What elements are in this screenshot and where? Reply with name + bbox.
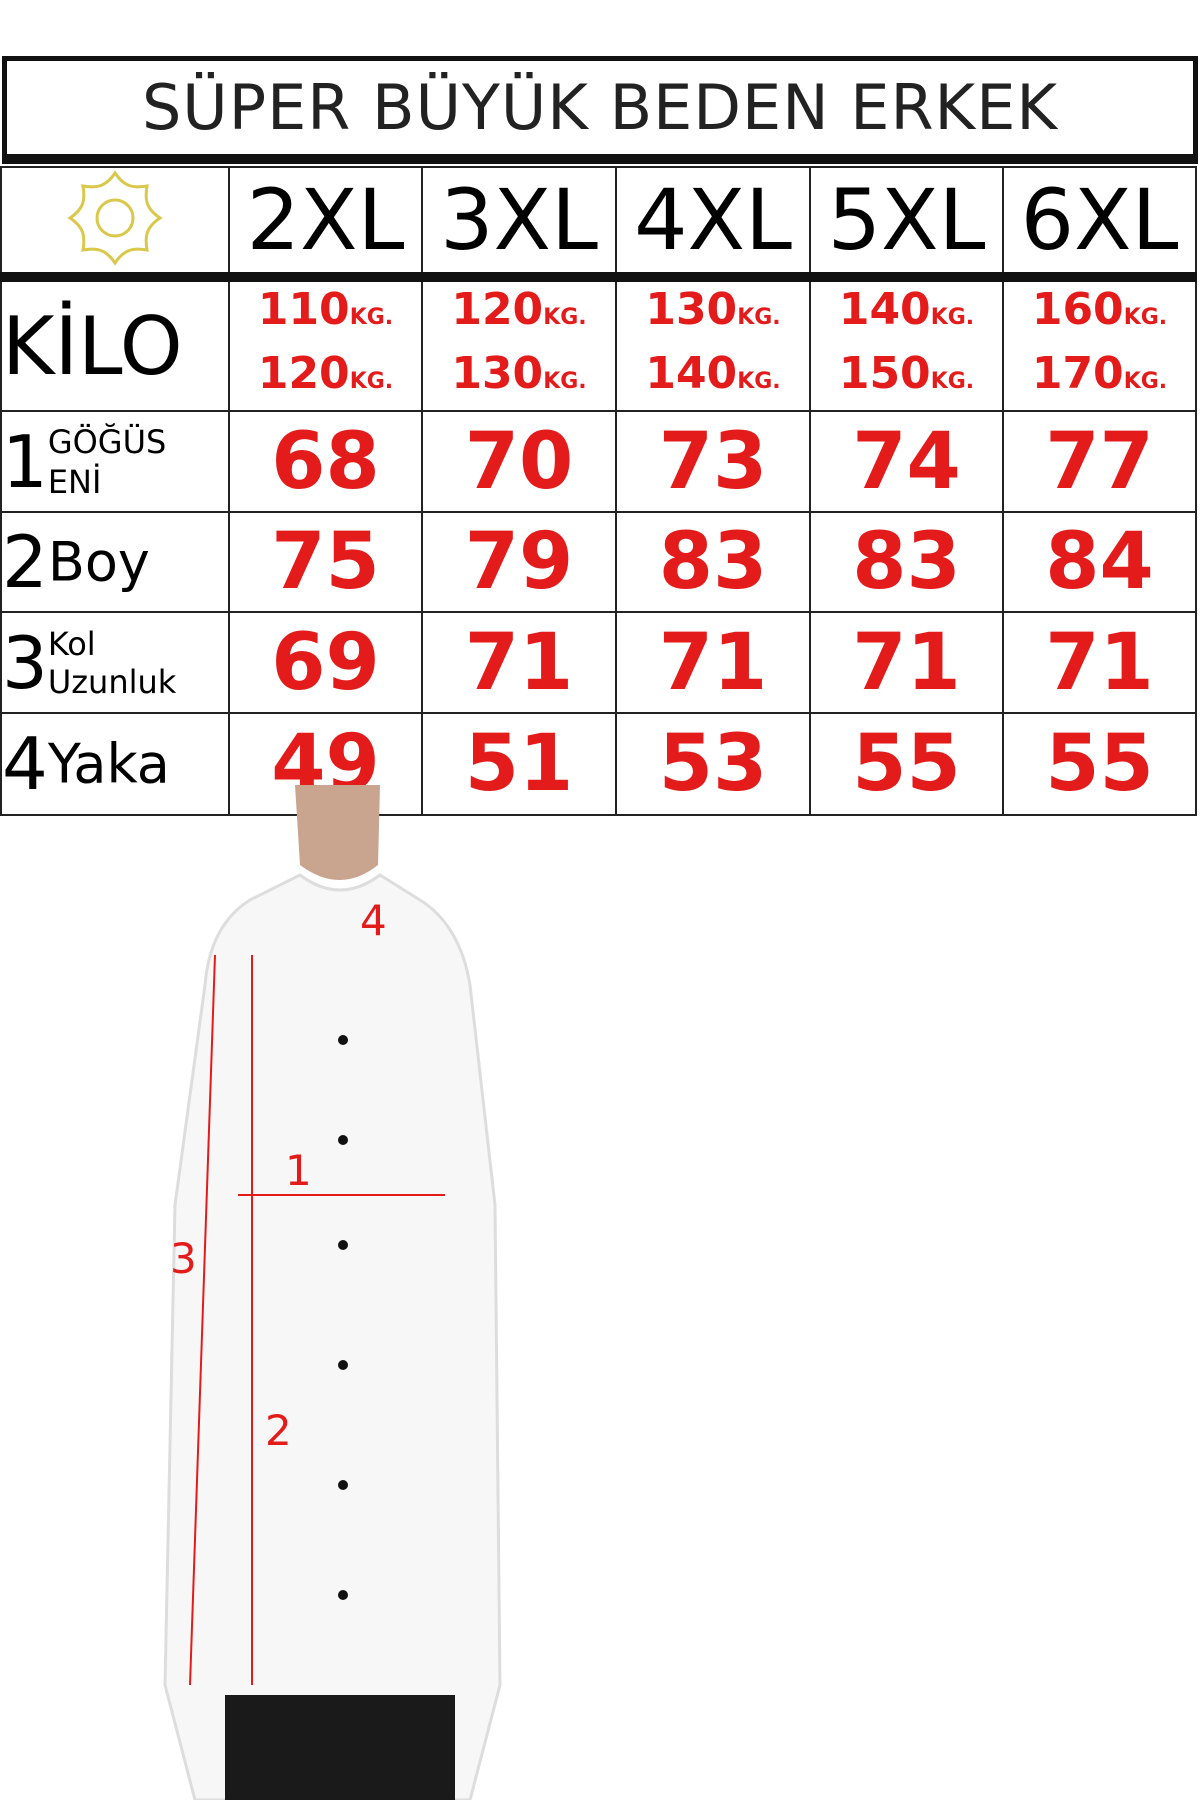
chest-value: 77 xyxy=(1002,410,1197,513)
sleeve-value: 71 xyxy=(615,611,811,714)
kilo-cell: 130KG. 140KG. xyxy=(615,276,811,412)
collar-value: 55 xyxy=(809,712,1004,816)
sleeve-value: 69 xyxy=(228,611,423,714)
collar-value: 53 xyxy=(615,712,811,816)
kilo-cell: 110KG. 120KG. xyxy=(228,276,423,412)
chest-value: 73 xyxy=(615,410,811,513)
chest-value: 70 xyxy=(421,410,617,513)
marker-chest: 1 xyxy=(285,1146,312,1195)
sleeve-value: 71 xyxy=(421,611,617,714)
size-6xl: 6XL xyxy=(1002,166,1197,282)
shirt-diagram: 4 1 3 2 xyxy=(163,785,502,1800)
length-value: 83 xyxy=(615,511,811,613)
chest-value: 74 xyxy=(809,410,1004,513)
length-value: 83 xyxy=(809,511,1004,613)
kilo-cell: 140KG. 150KG. xyxy=(809,276,1004,412)
marker-length: 2 xyxy=(265,1406,292,1455)
page-title: SÜPER BÜYÜK BEDEN ERKEK xyxy=(2,56,1198,164)
length-row: 2Boy 75 79 83 83 84 xyxy=(0,511,1197,613)
kilo-row: KİLO 110KG. 120KG. 120KG. 130KG. 130KG. 140… xyxy=(0,276,1197,412)
chest-label: 1GÖĞÜS ENİ xyxy=(0,410,230,513)
logo-cell xyxy=(0,166,230,282)
length-value: 75 xyxy=(228,511,423,613)
length-value: 79 xyxy=(421,511,617,613)
sleeve-label: 3Kol Uzunluk xyxy=(0,611,230,714)
marker-sleeve: 3 xyxy=(170,1234,197,1283)
kilo-cell: 120KG. 130KG. xyxy=(421,276,617,412)
shirt-body xyxy=(163,873,502,1800)
sun-logo-icon xyxy=(67,170,163,266)
sleeve-value: 71 xyxy=(809,611,1004,714)
size-chart-table: 2XL 3XL 4XL 5XL 6XL KİLO 110KG. 120KG. 12… xyxy=(0,166,1197,816)
sleeve-row: 3Kol Uzunluk 69 71 71 71 71 xyxy=(0,611,1197,714)
kilo-cell: 160KG. 170KG. xyxy=(1002,276,1197,412)
size-3xl: 3XL xyxy=(421,166,617,282)
length-value: 84 xyxy=(1002,511,1197,613)
size-4xl: 4XL xyxy=(615,166,811,282)
collar-label: 4Yaka xyxy=(0,712,230,816)
size-2xl: 2XL xyxy=(228,166,423,282)
sleeve-value: 71 xyxy=(1002,611,1197,714)
size-5xl: 5XL xyxy=(809,166,1004,282)
collar-value: 55 xyxy=(1002,712,1197,816)
kilo-label: KİLO xyxy=(0,276,230,412)
size-header-row: 2XL 3XL 4XL 5XL 6XL xyxy=(0,166,1197,282)
chest-row: 1GÖĞÜS ENİ 68 70 73 74 77 xyxy=(0,410,1197,513)
marker-collar: 4 xyxy=(360,896,387,945)
length-label: 2Boy xyxy=(0,511,230,613)
head-neck xyxy=(295,785,380,880)
chest-value: 68 xyxy=(228,410,423,513)
collar-value: 51 xyxy=(421,712,617,816)
